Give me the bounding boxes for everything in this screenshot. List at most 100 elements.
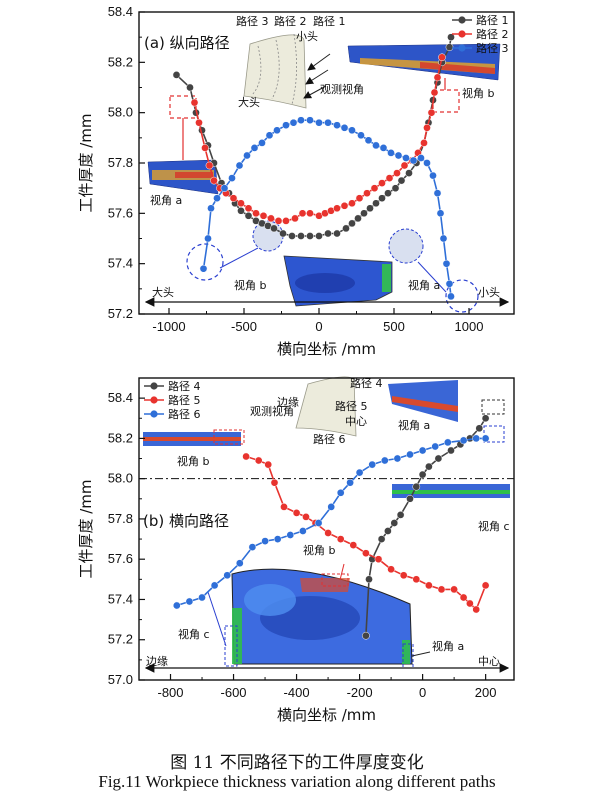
data-point <box>259 211 268 220</box>
callout-b <box>339 563 345 581</box>
data-point <box>186 83 194 92</box>
view-box-b <box>321 573 349 587</box>
data-point <box>349 541 358 549</box>
annotation: 视角 a <box>408 278 440 292</box>
data-point <box>420 139 428 147</box>
data-point <box>377 535 386 543</box>
data-point <box>273 535 282 543</box>
x-tick-label: 200 <box>475 685 497 700</box>
data-point <box>204 234 212 243</box>
view-box-a-strip <box>481 399 505 415</box>
y-tick-label: 58.0 <box>108 471 133 486</box>
data-point <box>360 209 368 218</box>
data-point <box>207 204 215 213</box>
y-tick-label: 58.2 <box>108 430 133 445</box>
annotation: 路径 3 <box>236 15 269 28</box>
data-point <box>423 123 431 132</box>
data-point <box>223 571 232 580</box>
annotation: 视角 a <box>432 639 464 653</box>
annotation: 视角 b <box>177 454 209 468</box>
data-point <box>370 184 379 193</box>
data-point <box>472 605 481 614</box>
data-point <box>365 575 373 584</box>
data-point <box>368 460 377 469</box>
annotation: 视角 b <box>234 278 266 292</box>
inset-strip-mid-edge <box>392 490 510 494</box>
annotation: 大头 <box>152 285 174 299</box>
inset-sector-sheet <box>243 34 307 109</box>
inset-strip-right-hot <box>392 396 458 412</box>
inset-sector-path3 <box>251 45 262 96</box>
view-circle-left <box>186 243 224 281</box>
y-tick-label: 57.8 <box>108 155 133 170</box>
data-point <box>185 597 194 606</box>
annotation: 观测视角 <box>250 404 294 418</box>
data-point <box>273 126 281 135</box>
data-point <box>409 156 418 165</box>
inset-sheet-center-shade <box>295 273 355 293</box>
data-point <box>390 519 399 527</box>
data-point <box>324 229 332 238</box>
data-point <box>289 118 298 127</box>
data-point <box>379 144 388 152</box>
data-point <box>362 631 370 640</box>
data-point <box>286 531 295 539</box>
data-point <box>364 136 373 145</box>
data-point <box>336 535 345 543</box>
data-point <box>372 199 380 208</box>
x-tick-label: -200 <box>347 685 373 700</box>
data-point <box>264 460 273 469</box>
data-point <box>433 73 442 82</box>
data-point <box>292 509 301 517</box>
y-tick-label: 57.0 <box>108 672 133 687</box>
annotation: 视角 c <box>478 519 510 533</box>
plot-frame <box>138 377 515 681</box>
data-point <box>447 33 455 42</box>
data-point <box>472 434 481 443</box>
x-tick-label: 0 <box>419 685 426 700</box>
data-point <box>438 53 446 62</box>
data-point <box>423 159 431 167</box>
data-point <box>324 118 332 127</box>
callout-c <box>207 591 227 647</box>
y-axis-label: 工件厚度 /mm <box>77 113 95 212</box>
data-point <box>391 184 400 193</box>
data-point <box>261 537 269 545</box>
data-point <box>387 565 395 574</box>
data-point <box>243 151 251 160</box>
data-point <box>393 454 402 463</box>
y-axis-label: 工件厚度 /mm <box>77 479 95 578</box>
legend-label: 路径 5 <box>168 394 201 407</box>
annotation: 观测视角 <box>320 82 364 96</box>
data-point <box>384 527 392 535</box>
data-point <box>447 292 455 301</box>
annotation: 视角 b <box>462 86 494 100</box>
data-point <box>340 123 349 132</box>
data-point <box>431 442 440 451</box>
inset-view-b-right-hot <box>420 62 495 74</box>
inset-contour-edge-right <box>402 640 410 664</box>
data-point <box>291 214 299 223</box>
data-point <box>459 593 468 602</box>
inset-sheet-center-edge <box>382 264 391 292</box>
legend-marker <box>458 30 466 38</box>
data-point <box>302 513 310 521</box>
data-point <box>333 204 341 213</box>
data-point <box>235 161 244 170</box>
x-axis-label: 横向坐标 /mm <box>277 340 376 358</box>
legend-marker <box>458 16 466 24</box>
y-tick-label: 57.6 <box>108 205 133 220</box>
data-point <box>299 527 307 535</box>
data-point <box>442 259 451 268</box>
data-point <box>348 219 356 228</box>
data-point <box>362 549 370 558</box>
legend-label: 路径 4 <box>168 380 201 393</box>
data-point <box>306 232 314 240</box>
data-point <box>340 201 349 210</box>
annotation: 路径 6 <box>313 433 346 446</box>
data-point <box>258 139 266 147</box>
data-point <box>406 494 414 503</box>
caption-en: Fig.11 Workpiece thickness variation alo… <box>98 772 496 791</box>
x-axis-label: 横向坐标 /mm <box>277 706 376 724</box>
